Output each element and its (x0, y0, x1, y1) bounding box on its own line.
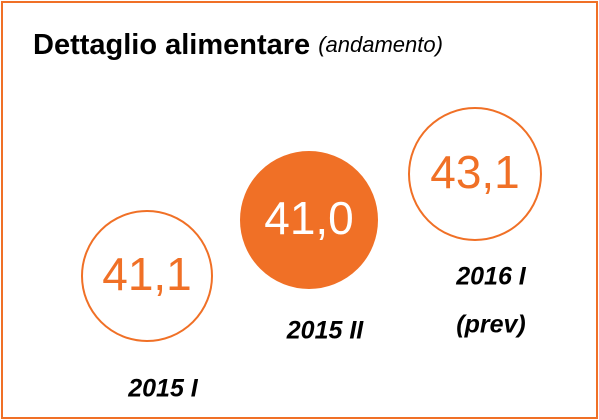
period-label: 2015 II (286, 317, 365, 345)
subtitle: (andamento) (318, 32, 443, 57)
value-circle (408, 107, 542, 241)
value: 41,0 (264, 192, 354, 244)
period-label: 2015 I (127, 375, 199, 403)
period-label: (prev) (456, 311, 525, 339)
title: Dettaglio alimentare (33, 29, 310, 61)
value-circle (81, 210, 213, 342)
items: 41,1 2015 I 41,0 2015 II 43,1 2016 I (prev) (81, 107, 542, 403)
heading: Dettaglio alimentare (andamento) (33, 29, 443, 61)
value-circle (240, 151, 378, 289)
value: 43,1 (430, 146, 520, 198)
value: 41,1 (102, 248, 192, 300)
period-label: 2016 I (455, 263, 527, 291)
